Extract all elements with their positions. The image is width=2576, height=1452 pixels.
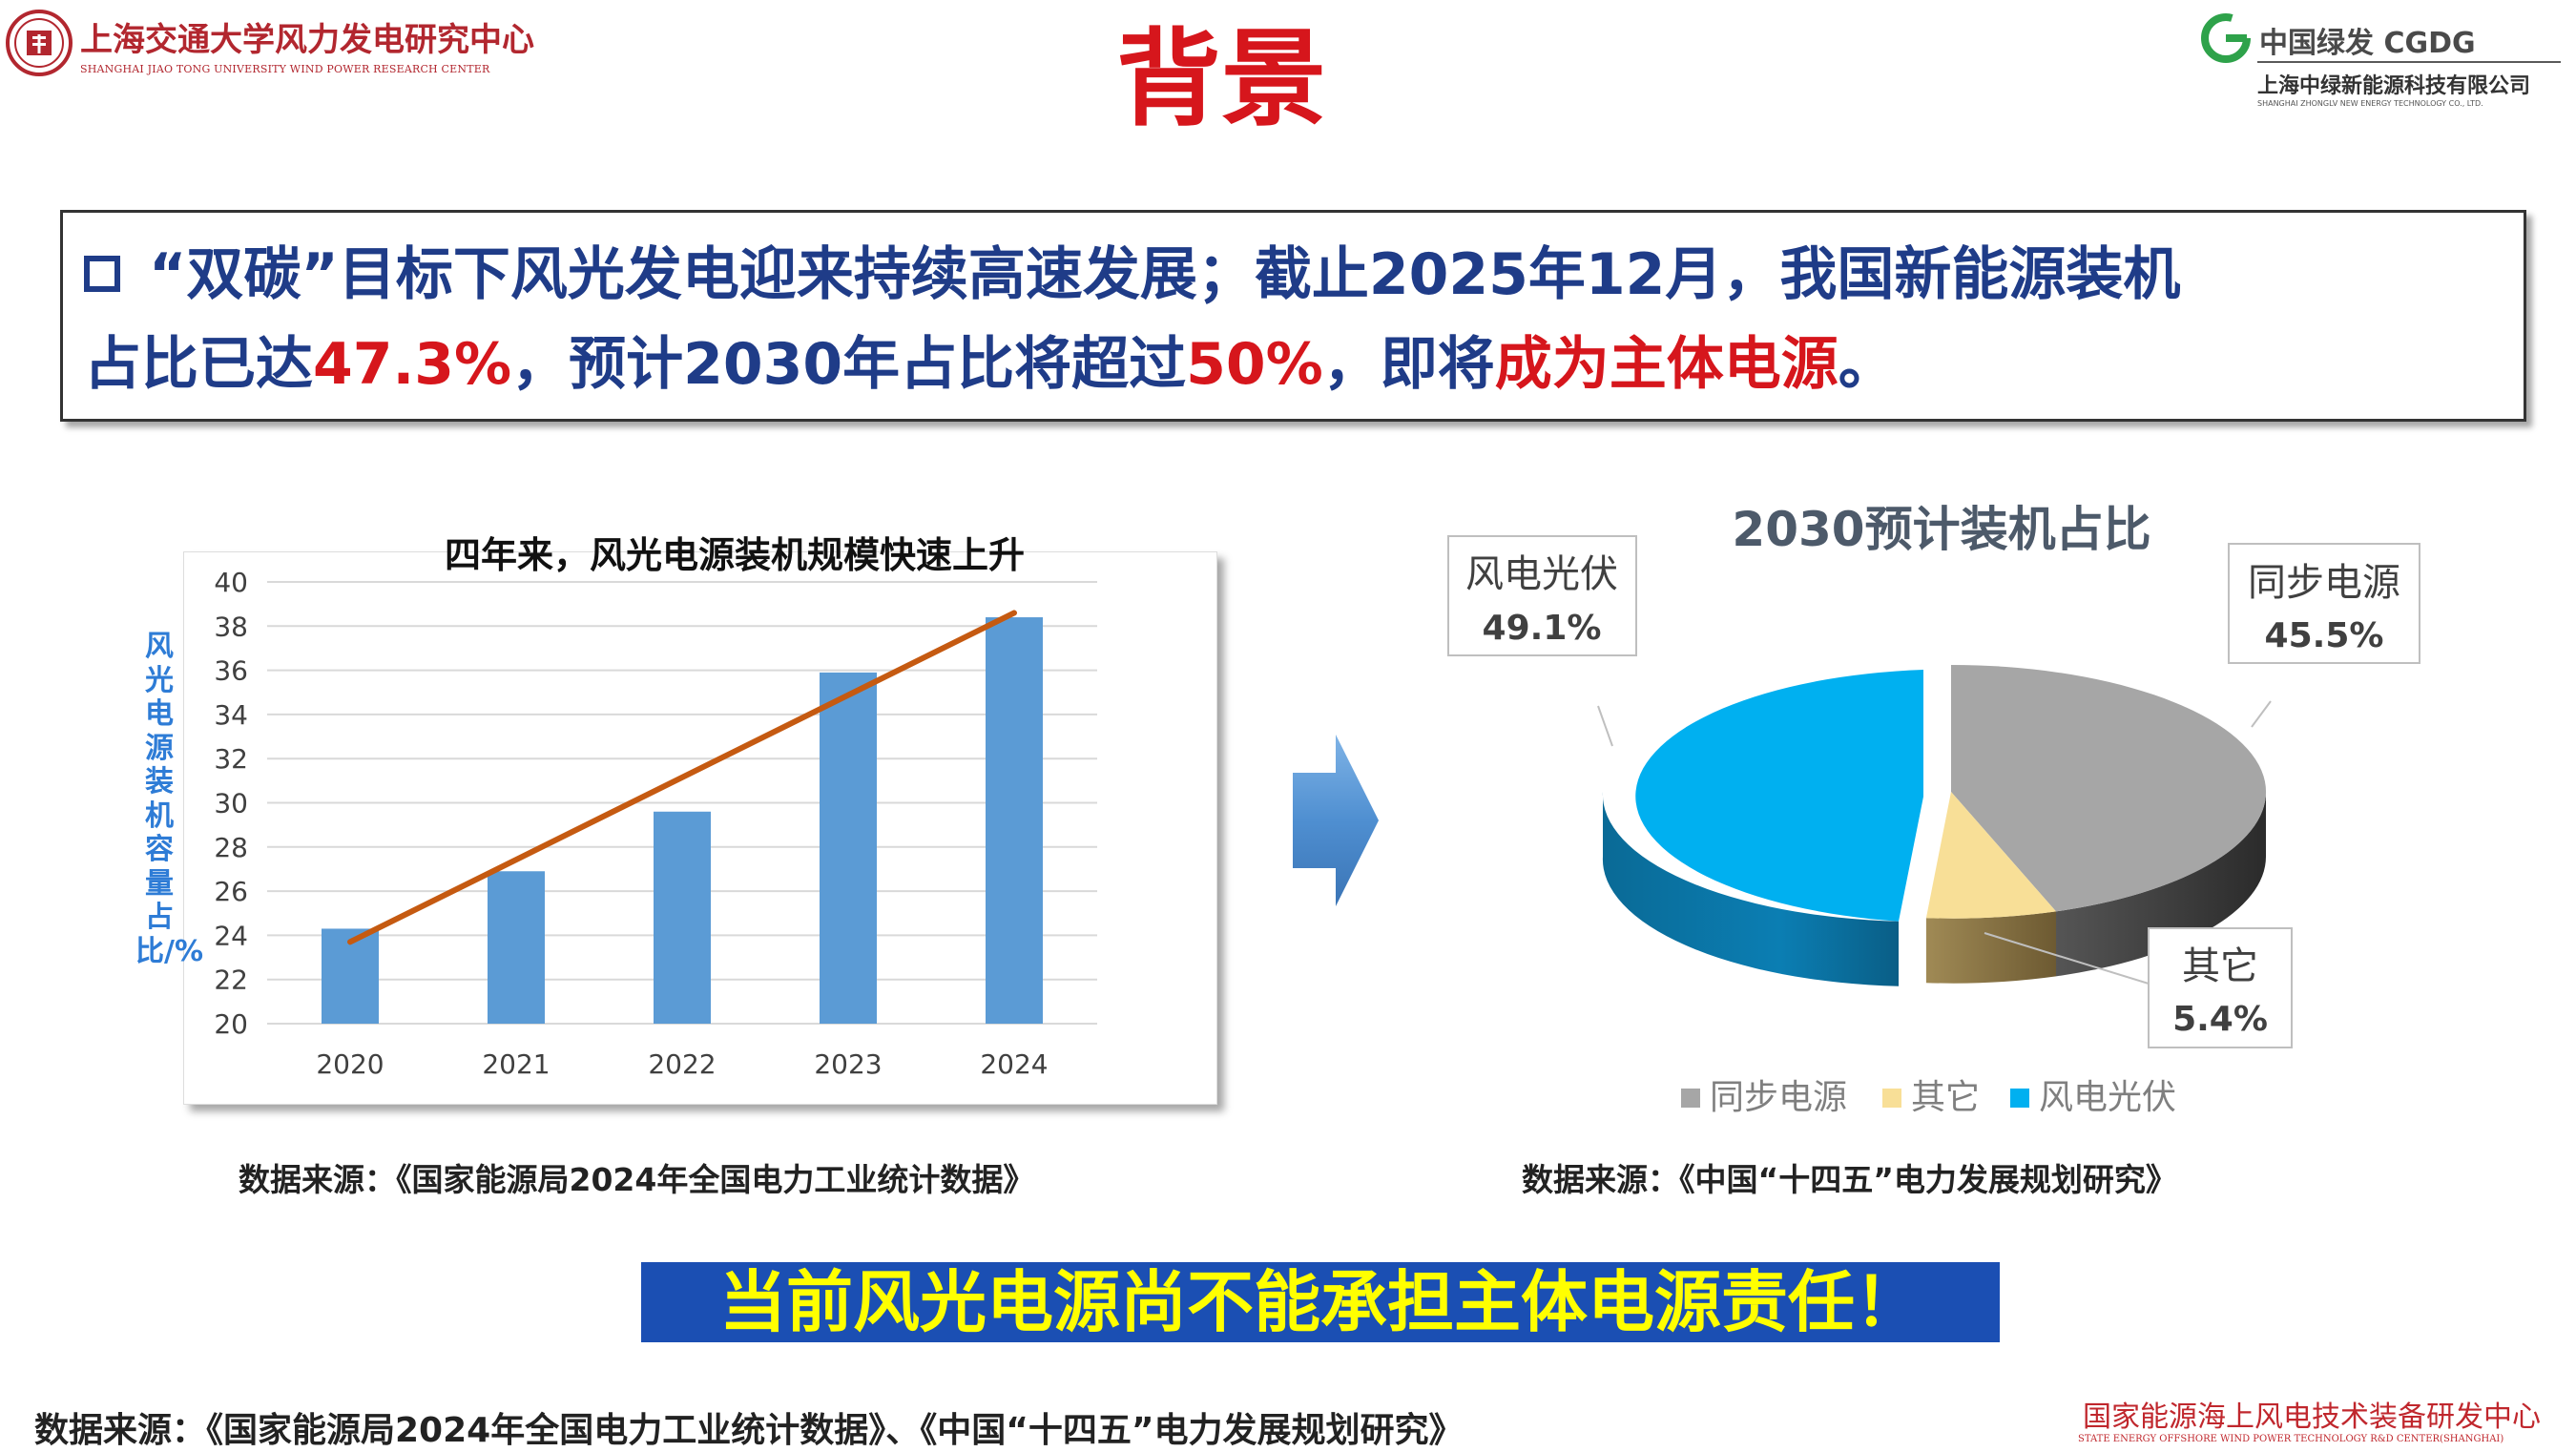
pie-slice-sync (1951, 665, 2267, 912)
pie-sides (1602, 792, 2266, 986)
legend-wind-solar: 风电光伏 (2039, 1078, 2176, 1117)
page-title: 背景 (1116, 18, 1326, 140)
x-tick-label: 2021 (482, 1048, 550, 1080)
bar-chart-title: 四年来，风光电源装机规模快速上升 (445, 534, 1025, 576)
pie-side-other (1925, 911, 2056, 984)
cgdg-english-name: SHANGHAI ZHONGLV NEW ENERGY TECHNOLOGY C… (2257, 99, 2483, 108)
y-tick-label: 30 (214, 788, 248, 819)
y-tick-label: 32 (214, 743, 248, 775)
sjtu-name: 上海交通大学风力发电研究中心 (80, 21, 534, 59)
headline-text-2a: 占比已达 (84, 331, 313, 398)
legend-swatch-other (1882, 1089, 1901, 1108)
sjtu-english-name: SHANGHAI JIAO TONG UNIVERSITY WIND POWER… (80, 63, 490, 75)
bar-2022 (654, 811, 711, 1024)
x-tick-label: 2022 (648, 1048, 716, 1080)
headline-text-2g: 。 (1838, 331, 1896, 398)
bar-chart-y-ticks: 20 22 24 26 28 30 32 34 36 38 40 (214, 567, 248, 1040)
x-tick-label: 2023 (814, 1048, 882, 1080)
legend-other: 其它 (1911, 1078, 1980, 1117)
callout-sync: 同步电源 45.5% (2228, 543, 2420, 664)
y-tick-label: 34 (214, 699, 248, 731)
leader-wind-solar (1597, 705, 1613, 747)
headline-line-1: “双碳”目标下风光发电迎来持续高速发展；截止2025年12月，我国新能源装机 (84, 228, 2180, 311)
bar-chart-x-ticks: 2020 2021 2022 2023 2024 (316, 1048, 1048, 1080)
callout-other-label: 其它 (2182, 944, 2258, 988)
y-tick-label: 24 (214, 920, 248, 951)
y-tick-label: 36 (214, 655, 248, 687)
y-tick-label: 38 (214, 611, 248, 642)
headline-text-2c: ，预计2030年占比将超过 (511, 331, 1187, 398)
leader-sync (2251, 700, 2272, 728)
legend-swatch-wind-solar (2010, 1089, 2029, 1108)
pie-side-wind-solar (1602, 792, 1899, 986)
callout-sync-value: 45.5% (2265, 616, 2384, 655)
pie-slices (1635, 665, 2267, 922)
headline-highlight: 成为主体电源 (1494, 331, 1839, 398)
bar-chart-bars (322, 617, 1043, 1024)
callout-wind-solar-value: 49.1% (1483, 609, 1602, 648)
conclusion-banner: 当前风光电源尚不能承担主体电源责任！ (641, 1262, 2000, 1342)
checkbox-bullet-icon (84, 256, 120, 292)
x-tick-label: 2024 (980, 1048, 1048, 1080)
sjtu-seal-icon (6, 10, 73, 76)
right-arrow-icon (1293, 735, 1379, 906)
cgdg-company-name: 上海中绿新能源科技有限公司 (2257, 74, 2531, 98)
x-tick-label: 2020 (316, 1048, 384, 1080)
legend-sync: 同步电源 (1710, 1078, 1847, 1117)
pie-legend: 同步电源 其它 风电光伏 (1681, 1078, 2176, 1117)
bar-2023 (820, 672, 877, 1024)
pie-slice-wind-solar (1635, 670, 1923, 922)
bar-2021 (488, 871, 545, 1024)
y-tick-label: 28 (214, 832, 248, 863)
callout-wind-solar: 风电光伏 49.1% (1447, 535, 1637, 656)
cgdg-logo-icon (2201, 13, 2251, 63)
footer-source-note: 数据来源：《国家能源局2024年全国电力工业统计数据》、《中国“十四五”电力发展… (34, 1411, 1464, 1450)
pie-slice-other (1925, 792, 2056, 919)
callout-wind-solar-label: 风电光伏 (1465, 552, 1618, 596)
footer-organization-english: STATE ENERGY OFFSHORE WIND POWER TECHNOL… (2078, 1434, 2504, 1444)
forecast-share-value: 50% (1186, 331, 1323, 398)
headline-line-2: 占比已达47.3%，预计2030年占比将超过50%，即将成为主体电源。 (84, 318, 1896, 401)
headline-text-2e: ，即将 (1322, 331, 1495, 398)
headline-text-1: “双碳”目标下风光发电迎来持续高速发展；截止2025年12月，我国新能源装机 (149, 241, 2181, 308)
y-tick-label: 22 (214, 965, 248, 996)
bar-chart-y-axis-label: 风光电源装机容量占比/% (135, 630, 204, 968)
callout-sync-label: 同步电源 (2248, 561, 2400, 605)
legend-swatch-sync (1681, 1089, 1700, 1108)
callout-other: 其它 5.4% (2148, 927, 2293, 1048)
footer-organization: 国家能源海上风电技术装备研发中心 (2083, 1400, 2541, 1434)
pie-chart: 2030预计装机占比 风电光伏 49.1% 同步电源 45.5% 其它 5.4%… (1447, 502, 2420, 1117)
y-tick-label: 20 (214, 1008, 248, 1040)
bar-chart: 四年来，风光电源装机规模快速上升 2022242628303234363840 … (214, 534, 1097, 1080)
bar-2024 (986, 617, 1043, 1024)
source-note-right: 数据来源：《中国“十四五”电力发展规划研究》 (1522, 1161, 2177, 1198)
pie-side-sync (2056, 792, 2266, 977)
pie-chart-title: 2030预计装机占比 (1732, 502, 2150, 557)
cgdg-name: 中国绿发 CGDG (2259, 27, 2476, 60)
bar-chart-trendline (347, 610, 1017, 945)
headline-box: “双碳”目标下风光发电迎来持续高速发展；截止2025年12月，我国新能源装机 占… (60, 210, 2526, 422)
callout-other-value: 5.4% (2172, 1000, 2268, 1039)
cgdg-divider (2257, 61, 2561, 63)
current-share-value: 47.3% (313, 331, 512, 398)
source-note-left: 数据来源：《国家能源局2024年全国电力工业统计数据》 (239, 1161, 1035, 1198)
y-tick-label: 26 (214, 876, 248, 907)
y-tick-label: 40 (214, 567, 248, 598)
sjtu-logo: 上海交通大学风力发电研究中心 SHANGHAI JIAO TONG UNIVER… (0, 0, 534, 86)
